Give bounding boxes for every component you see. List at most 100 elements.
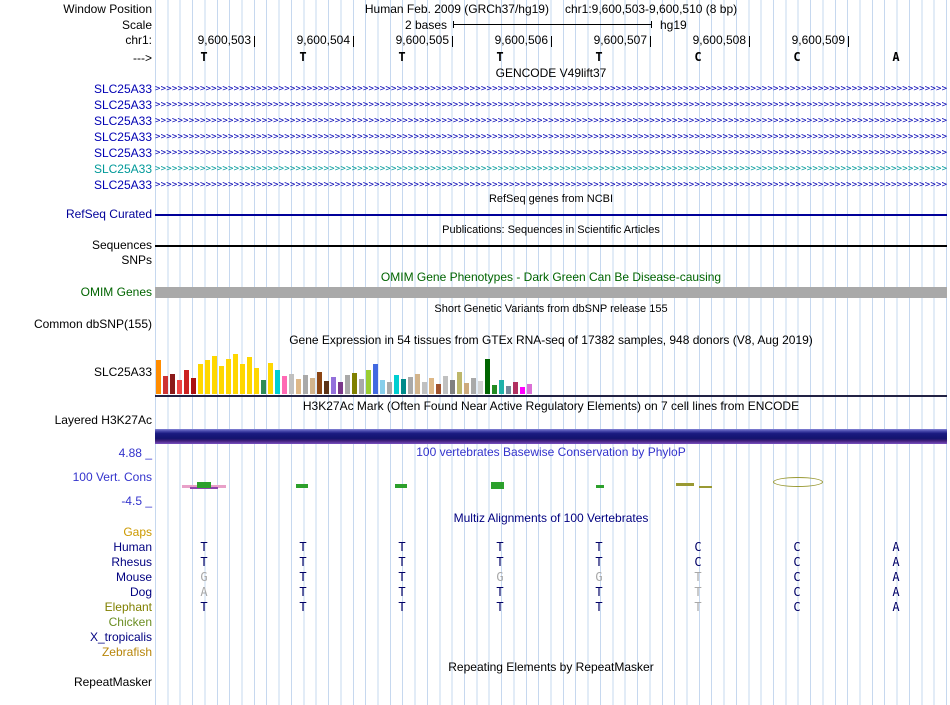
- gtex-tissue-bar: [408, 377, 413, 394]
- reference-base: T: [496, 50, 504, 64]
- gtex-tissue-bar: [226, 359, 231, 394]
- species-label-mouse: Mouse: [115, 570, 152, 584]
- scale-bar: [453, 24, 652, 25]
- position-tick: [353, 36, 354, 47]
- genome-version-label: hg19: [660, 18, 687, 32]
- base-position-gridlines: [155, 0, 947, 705]
- gene-model-row[interactable]: >>>>>>>>>>>>>>>>>>>>>>>>>>>>>>>>>>>>>>>>…: [155, 148, 947, 158]
- gtex-tissue-bar: [394, 375, 399, 394]
- gtex-tissue-bar: [296, 379, 301, 394]
- track-title-h3k27ac[interactable]: H3K27Ac Mark (Often Found Near Active Re…: [302, 399, 800, 413]
- omim-gene-bar[interactable]: [155, 287, 947, 298]
- gtex-tissue-bar: [205, 360, 210, 394]
- gtex-tissue-bar: [373, 364, 378, 394]
- gtex-tissue-bar: [464, 383, 469, 394]
- refseq-gene-line[interactable]: [155, 214, 947, 216]
- scale-value: 2 bases: [404, 18, 447, 32]
- gtex-tissue-bar: [219, 366, 224, 394]
- gtex-tissue-bar: [506, 386, 511, 394]
- reference-base: C: [694, 50, 702, 64]
- gtex-tissue-bar: [366, 370, 371, 394]
- gene-model-row[interactable]: >>>>>>>>>>>>>>>>>>>>>>>>>>>>>>>>>>>>>>>>…: [155, 84, 947, 94]
- gene-label: SLC25A33: [93, 146, 152, 160]
- publications-sequence-line[interactable]: [155, 245, 947, 247]
- gtex-tissue-bar: [275, 370, 280, 394]
- position-label: 9,600,509: [791, 33, 845, 47]
- gtex-tissue-bar: [198, 364, 203, 394]
- gene-model-row[interactable]: >>>>>>>>>>>>>>>>>>>>>>>>>>>>>>>>>>>>>>>>…: [155, 164, 947, 174]
- track-title-repeatmasker[interactable]: Repeating Elements by RepeatMasker: [448, 660, 654, 674]
- gtex-tissue-bar: [471, 378, 476, 394]
- gtex-tissue-bar: [443, 376, 448, 394]
- gene-model-row[interactable]: >>>>>>>>>>>>>>>>>>>>>>>>>>>>>>>>>>>>>>>>…: [155, 132, 947, 142]
- track-title-conservation[interactable]: 100 vertebrates Basewise Conservation by…: [416, 445, 686, 459]
- position-tick: [848, 36, 849, 47]
- position-label: 9,600,507: [593, 33, 647, 47]
- track-title-gencode[interactable]: GENCODE V49lift37: [495, 66, 607, 80]
- reference-base: T: [595, 50, 603, 64]
- sequences-label: Sequences: [91, 238, 152, 252]
- h3k27ac-signal-bar[interactable]: [155, 429, 947, 444]
- gtex-tissue-bar: [233, 354, 238, 394]
- gtex-tissue-bar: [422, 382, 427, 394]
- track-title-omim[interactable]: OMIM Gene Phenotypes - Dark Green Can Be…: [380, 270, 722, 284]
- gtex-tissue-bar: [289, 374, 294, 394]
- track-title-multiz[interactable]: Multiz Alignments of 100 Vertebrates: [453, 511, 649, 525]
- gtex-tissue-bar: [254, 368, 259, 394]
- position-tick: [254, 36, 255, 47]
- gtex-tissue-bar: [184, 370, 189, 394]
- gtex-tissue-bar: [387, 382, 392, 394]
- gtex-tissue-bar: [240, 364, 245, 394]
- gtex-tissue-bar: [492, 385, 497, 394]
- scale-label: Scale: [121, 18, 152, 32]
- gtex-tissue-bar: [513, 382, 518, 394]
- refseq-curated-label: RefSeq Curated: [65, 207, 152, 221]
- gtex-tissue-bar: [261, 380, 266, 394]
- gene-model-row[interactable]: >>>>>>>>>>>>>>>>>>>>>>>>>>>>>>>>>>>>>>>>…: [155, 100, 947, 110]
- position-tick: [551, 36, 552, 47]
- species-label-gaps: Gaps: [123, 525, 152, 539]
- gene-model-row[interactable]: >>>>>>>>>>>>>>>>>>>>>>>>>>>>>>>>>>>>>>>>…: [155, 180, 947, 190]
- chrom-label: chr1:: [125, 33, 152, 47]
- species-label-xtropicalis: X_tropicalis: [89, 630, 152, 644]
- gtex-tissue-bar: [324, 381, 329, 394]
- gtex-tissue-bar: [527, 384, 532, 394]
- gtex-tissue-bar: [331, 377, 336, 394]
- gene-label: SLC25A33: [93, 98, 152, 112]
- snps-label: SNPs: [121, 253, 152, 267]
- gene-label: SLC25A33: [93, 178, 152, 192]
- gtex-tissue-bar: [191, 378, 196, 394]
- dbsnp-label: Common dbSNP(155): [33, 317, 152, 331]
- gtex-tissue-bar: [478, 381, 483, 394]
- position-label: 9,600,503: [197, 33, 251, 47]
- position-range: chr1:9,600,503-9,600,510 (8 bp): [564, 2, 738, 16]
- omim-genes-label: OMIM Genes: [80, 285, 152, 299]
- gtex-tissue-bar: [163, 376, 168, 394]
- gtex-tissue-bar: [401, 379, 406, 394]
- gtex-tissue-bar: [380, 380, 385, 394]
- gene-model-row[interactable]: >>>>>>>>>>>>>>>>>>>>>>>>>>>>>>>>>>>>>>>>…: [155, 116, 947, 126]
- gtex-tissue-bar: [345, 375, 350, 394]
- gtex-tissue-bar: [268, 363, 273, 394]
- gtex-tissue-bar: [177, 380, 182, 394]
- gtex-tissue-bar: [485, 359, 490, 394]
- track-title-refseq[interactable]: RefSeq genes from NCBI: [488, 193, 614, 205]
- gtex-expression-bars[interactable]: [156, 354, 536, 394]
- gene-label: SLC25A33: [93, 130, 152, 144]
- track-title-gtex[interactable]: Gene Expression in 54 tissues from GTEx …: [289, 333, 813, 347]
- track-title-dbsnp[interactable]: Short Genetic Variants from dbSNP releas…: [434, 303, 668, 315]
- position-tick: [650, 36, 651, 47]
- gtex-tissue-bar: [457, 372, 462, 394]
- gtex-tissue-bar: [247, 357, 252, 394]
- position-label: 9,600,508: [692, 33, 746, 47]
- repeatmasker-label: RepeatMasker: [73, 675, 152, 689]
- gtex-baseline: [155, 395, 947, 397]
- assembly-name: Human Feb. 2009 (GRCh37/hg19): [364, 2, 549, 16]
- reference-base: T: [398, 50, 406, 64]
- position-label: 9,600,505: [395, 33, 449, 47]
- track-title-publications[interactable]: Publications: Sequences in Scientific Ar…: [442, 224, 660, 236]
- gtex-tissue-bar: [520, 387, 525, 394]
- reference-base: T: [200, 50, 208, 64]
- gene-label: SLC25A33: [93, 82, 152, 96]
